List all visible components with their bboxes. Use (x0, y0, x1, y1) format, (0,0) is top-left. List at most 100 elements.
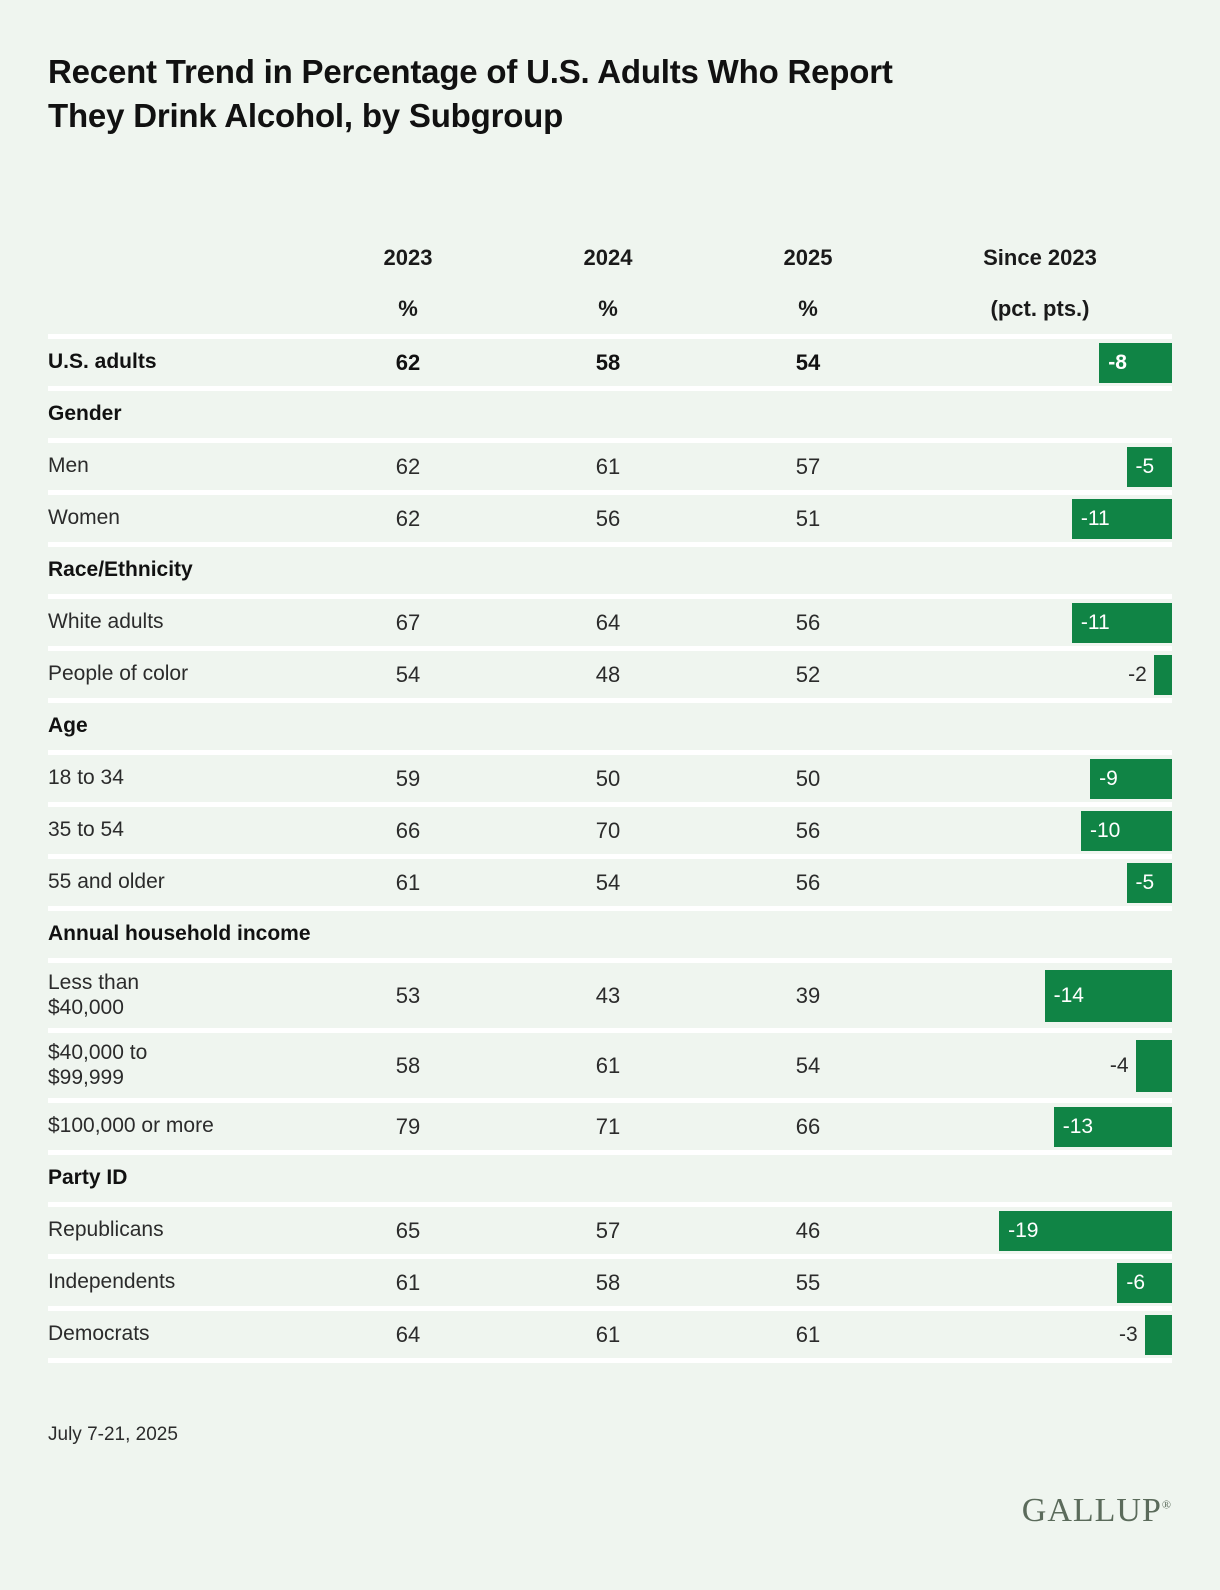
change-bar-value: -11 (1080, 610, 1110, 634)
section-header-label: Race/Ethnicity (48, 558, 193, 582)
row-label: Independents (48, 1270, 176, 1294)
value-2024: 64 (595, 609, 621, 635)
change-bar-wrap: -8 (1099, 339, 1172, 386)
row-label: 18 to 34 (48, 766, 124, 790)
value-2023: 79 (395, 1113, 421, 1139)
change-bar-cell: -3 (908, 1311, 1172, 1358)
page-title: Recent Trend in Percentage of U.S. Adult… (48, 50, 1108, 137)
table-header-row: 2023 2024 2025 Since 2023 (48, 232, 1172, 284)
change-bar-value: -11 (1080, 506, 1110, 530)
table-row: 55 and older 61 54 56 -5 (48, 854, 1172, 906)
value-2025: 50 (795, 765, 821, 791)
change-bar-wrap: -11 (1071, 495, 1172, 542)
row-label-line-1: $40,000 to (48, 1040, 148, 1064)
value-2024: 58 (595, 1269, 621, 1295)
change-bar-value: -19 (1008, 1218, 1039, 1242)
row-label-line-2: $99,999 (48, 1065, 124, 1089)
change-bar-cell: -11 (908, 599, 1172, 646)
subgroup-table: 2023 2024 2025 Since 2023 % % % (pct. pt… (48, 232, 1172, 1363)
change-bar: -6 (1117, 1262, 1172, 1303)
row-label: White adults (48, 610, 164, 634)
row-label: Women (48, 506, 120, 530)
table-row: Men 62 61 57 -5 (48, 438, 1172, 490)
section-header-row: Party ID (48, 1150, 1172, 1202)
change-bar-cell: -13 (908, 1103, 1172, 1150)
change-bar: -9 (1090, 758, 1172, 799)
value-2025: 51 (795, 505, 821, 531)
change-bar: -8 (1099, 342, 1172, 383)
table-row: Republicans 65 57 46 -19 (48, 1202, 1172, 1254)
value-2024: 57 (595, 1217, 621, 1243)
change-bar-wrap: -5 (1126, 443, 1172, 490)
header-since-2023: Since 2023 (983, 245, 1097, 270)
change-bar-cell: -5 (908, 859, 1172, 906)
change-bar: -19 (999, 1210, 1172, 1251)
table-row: White adults 67 64 56 -11 (48, 594, 1172, 646)
row-label: Less than $40,000 (48, 971, 308, 1021)
subheader-2024-unit: % (598, 296, 618, 321)
header-2023: 2023 (383, 245, 433, 270)
section-header-label: Gender (48, 402, 122, 426)
change-bar-cell: -19 (908, 1207, 1172, 1254)
gallup-logo: GALLUP® (1022, 1492, 1172, 1530)
row-label: People of color (48, 662, 189, 686)
header-2024: 2024 (583, 245, 633, 270)
change-bar-value: -6 (1126, 1270, 1146, 1294)
value-2024: 70 (595, 817, 621, 843)
section-header-label: Annual household income (48, 922, 311, 946)
change-bar (1144, 1314, 1172, 1355)
page-title-line-1: Recent Trend in Percentage of U.S. Adult… (48, 53, 893, 90)
value-2024: 71 (595, 1113, 621, 1139)
table-row: People of color 54 48 52 -2 (48, 646, 1172, 698)
change-bar (1135, 1039, 1172, 1092)
subheader-2023-unit: % (398, 296, 418, 321)
value-2024: 50 (595, 765, 621, 791)
change-bar (1153, 654, 1172, 695)
change-bar-value: -5 (1135, 870, 1155, 894)
change-bar: -5 (1126, 862, 1172, 903)
change-bar-value: -13 (1062, 1114, 1094, 1138)
row-label-line-1: Less than (48, 970, 140, 994)
value-2024: 56 (595, 505, 621, 531)
value-2025: 46 (795, 1217, 821, 1243)
value-2025: 52 (795, 661, 821, 687)
section-header-row: Annual household income (48, 906, 1172, 958)
table-row: $100,000 or more 79 71 66 -13 (48, 1098, 1172, 1150)
value-2023: 62 (395, 349, 421, 375)
value-2024: 43 (595, 982, 621, 1008)
value-2025: 54 (795, 349, 821, 375)
value-2024: 48 (595, 661, 621, 687)
change-bar-wrap: -4 (1110, 1033, 1172, 1098)
change-bar-wrap: -2 (1128, 651, 1172, 698)
change-bar-wrap: -6 (1117, 1259, 1172, 1306)
table-row: U.S. adults 62 58 54 -8 (48, 334, 1172, 386)
registered-mark: ® (1161, 1497, 1172, 1512)
value-2024: 61 (595, 453, 621, 479)
value-2024: 58 (595, 349, 621, 375)
table-subheader-row: % % % (pct. pts.) (48, 284, 1172, 334)
change-bar-wrap: -14 (1044, 963, 1172, 1028)
change-bar-cell: -11 (908, 495, 1172, 542)
table-row: Women 62 56 51 -11 (48, 490, 1172, 542)
change-bar: -13 (1053, 1106, 1172, 1147)
change-bar: -11 (1071, 498, 1172, 539)
row-label: Democrats (48, 1322, 150, 1346)
subheader-2025-unit: % (798, 296, 818, 321)
table-row: 35 to 54 66 70 56 -10 (48, 802, 1172, 854)
row-label: Republicans (48, 1218, 164, 1242)
row-label: Men (48, 454, 89, 478)
row-label-line-2: $40,000 (48, 995, 124, 1019)
section-header-label: Age (48, 714, 88, 738)
gallup-logo-text: GALLUP (1021, 1492, 1162, 1529)
value-2025: 56 (795, 609, 821, 635)
table-row: 18 to 34 59 50 50 -9 (48, 750, 1172, 802)
change-bar-cell: -4 (908, 1033, 1172, 1098)
section-header-row: Gender (48, 386, 1172, 438)
change-bar: -10 (1081, 810, 1172, 851)
value-2023: 64 (395, 1321, 421, 1347)
change-bar-value: -14 (1053, 983, 1084, 1007)
change-bar-value: -5 (1135, 454, 1155, 478)
change-bar-cell: -10 (908, 807, 1172, 854)
change-bar: -5 (1126, 446, 1172, 487)
